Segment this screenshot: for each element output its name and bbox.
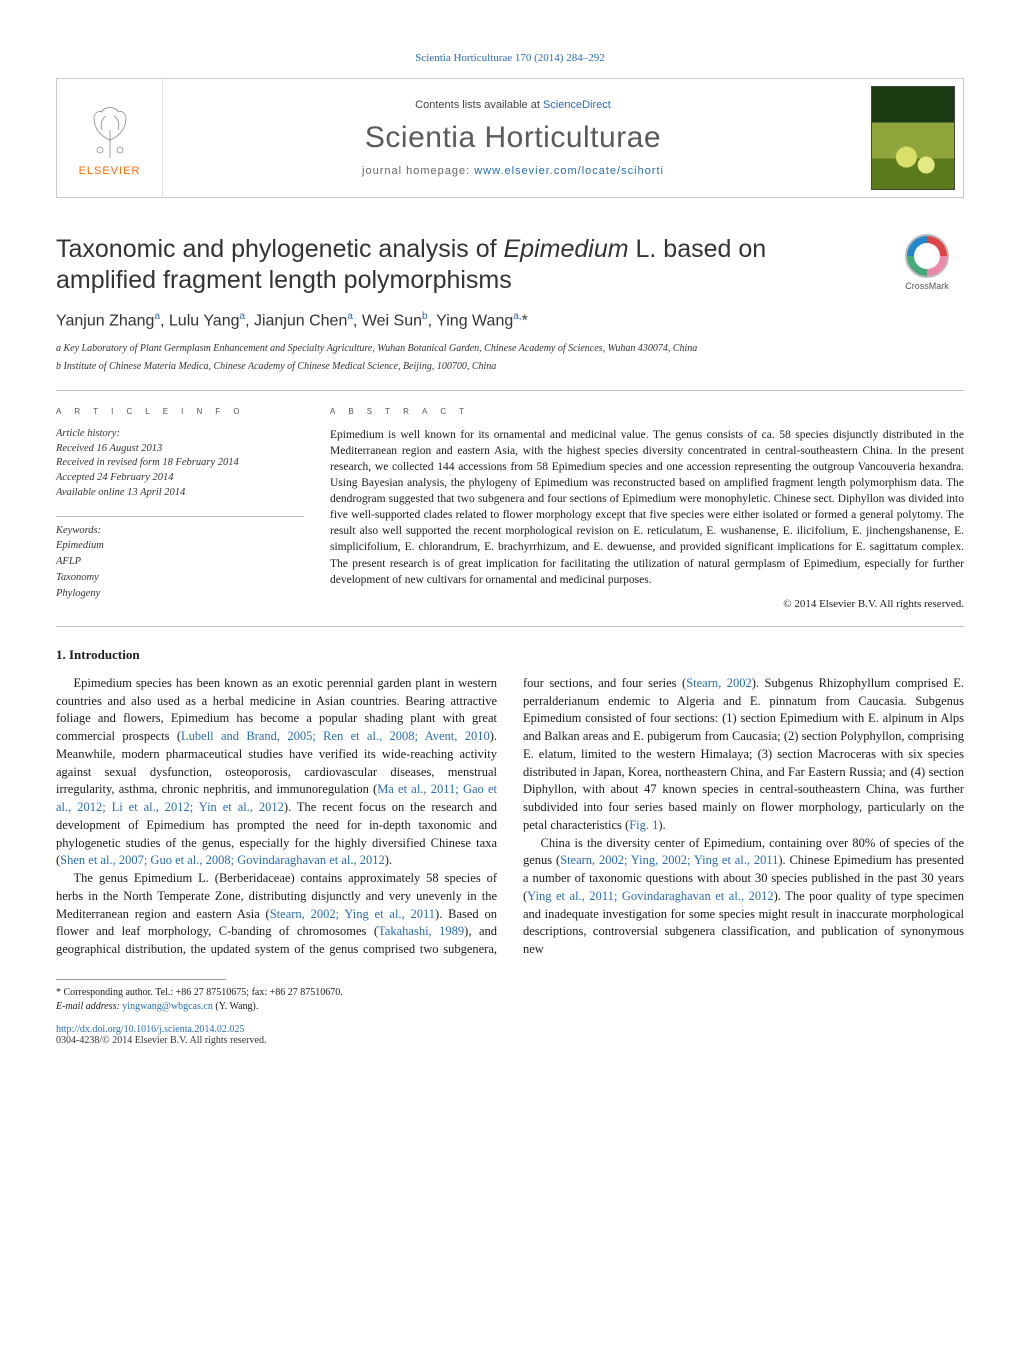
- citation-link[interactable]: Takahashi, 1989: [378, 924, 464, 938]
- issn-copyright: 0304-4238/© 2014 Elsevier B.V. All right…: [56, 1035, 964, 1046]
- intro-paragraph: Epimedium species has been known as an e…: [56, 675, 497, 870]
- abstract-text: Epimedium is well known for its ornament…: [330, 427, 964, 588]
- divider: [56, 516, 304, 517]
- elsevier-logo[interactable]: ELSEVIER: [79, 99, 141, 177]
- history-accepted: Accepted 24 February 2014: [56, 471, 304, 486]
- title-part-italic: Epimedium: [504, 235, 629, 263]
- affiliation: a Key Laboratory of Plant Germplasm Enha…: [56, 342, 964, 356]
- citation-link[interactable]: Shen et al., 2007; Guo et al., 2008; Gov…: [60, 853, 385, 867]
- affiliation: b Institute of Chinese Materia Medica, C…: [56, 360, 964, 374]
- divider: [56, 626, 964, 627]
- footnote-rule: [56, 979, 226, 980]
- doi-block: http://dx.doi.org/10.1016/j.scienta.2014…: [56, 1024, 964, 1046]
- corresponding-email-link[interactable]: yingwang@wbgcas.cn: [122, 1001, 213, 1012]
- section-heading-introduction: 1. Introduction: [56, 647, 964, 663]
- history-label: Article history:: [56, 427, 304, 442]
- abstract-heading: a b s t r a c t: [330, 405, 964, 417]
- corr-line: * Corresponding author. Tel.: +86 27 875…: [56, 986, 964, 1000]
- journal-homepage-link[interactable]: www.elsevier.com/locate/scihorti: [474, 165, 664, 177]
- title-part-pre: Taxonomic and phylogenetic analysis of: [56, 235, 504, 263]
- journal-title: Scientia Horticulturae: [365, 121, 661, 155]
- history-online: Available online 13 April 2014: [56, 486, 304, 501]
- keywords-label: Keywords:: [56, 525, 304, 536]
- citation-link[interactable]: Fig. 1: [629, 818, 658, 832]
- article-title: Taxonomic and phylogenetic analysis of E…: [56, 234, 872, 297]
- publisher-logo-cell: ELSEVIER: [57, 79, 163, 197]
- divider: [56, 390, 964, 391]
- citation-link[interactable]: Ying et al., 2011; Govindaraghavan et al…: [527, 889, 773, 903]
- corresponding-author-footnote: * Corresponding author. Tel.: +86 27 875…: [56, 986, 964, 1014]
- body-columns: Epimedium species has been known as an e…: [56, 675, 964, 959]
- citation-link[interactable]: Lubell and Brand, 2005; Ren et al., 2008…: [181, 729, 490, 743]
- sciencedirect-link[interactable]: ScienceDirect: [543, 99, 611, 111]
- email-author: (Y. Wang).: [213, 1001, 259, 1012]
- citation-link[interactable]: Stearn, 2002; Ying et al., 2011: [270, 907, 435, 921]
- article-history: Article history: Received 16 August 2013…: [56, 427, 304, 500]
- doi-link[interactable]: http://dx.doi.org/10.1016/j.scienta.2014…: [56, 1024, 244, 1035]
- affiliations: a Key Laboratory of Plant Germplasm Enha…: [56, 342, 964, 374]
- author-list: Yanjun Zhanga, Lulu Yanga, Jianjun Chena…: [56, 311, 964, 330]
- citation-link[interactable]: Ma et al., 2011; Gao et al., 2012; Li et…: [56, 782, 497, 814]
- article-info-heading: a r t i c l e i n f o: [56, 405, 304, 417]
- keyword: Epimedium: [56, 538, 304, 554]
- crossmark-widget[interactable]: CrossMark: [890, 234, 964, 291]
- journal-homepage-line: journal homepage: www.elsevier.com/locat…: [362, 165, 664, 177]
- masthead: ELSEVIER Contents lists available at Sci…: [56, 78, 964, 198]
- email-label: E-mail address:: [56, 1001, 122, 1012]
- keyword: Phylogeny: [56, 586, 304, 602]
- elsevier-tree-icon: [79, 99, 141, 161]
- intro-paragraph: China is the diversity center of Epimedi…: [523, 835, 964, 959]
- publisher-name: ELSEVIER: [79, 165, 141, 177]
- crossmark-label: CrossMark: [905, 281, 949, 291]
- citation-link[interactable]: Stearn, 2002; Ying, 2002; Ying et al., 2…: [560, 853, 778, 867]
- keywords-list: Epimedium AFLP Taxonomy Phylogeny: [56, 538, 304, 601]
- keyword: AFLP: [56, 554, 304, 570]
- history-revised: Received in revised form 18 February 201…: [56, 456, 304, 471]
- abstract-copyright: © 2014 Elsevier B.V. All rights reserved…: [330, 598, 964, 610]
- cover-thumb-cell: [863, 79, 963, 197]
- contents-prefix: Contents lists available at: [415, 99, 543, 111]
- contents-list-line: Contents lists available at ScienceDirec…: [415, 99, 611, 111]
- homepage-prefix: journal homepage:: [362, 165, 474, 177]
- citation-link[interactable]: Stearn, 2002: [686, 676, 752, 690]
- crossmark-icon: [905, 234, 949, 278]
- keyword: Taxonomy: [56, 570, 304, 586]
- journal-reference: Scientia Horticulturae 170 (2014) 284–29…: [56, 52, 964, 64]
- history-received: Received 16 August 2013: [56, 442, 304, 457]
- journal-cover-thumbnail[interactable]: [871, 86, 955, 190]
